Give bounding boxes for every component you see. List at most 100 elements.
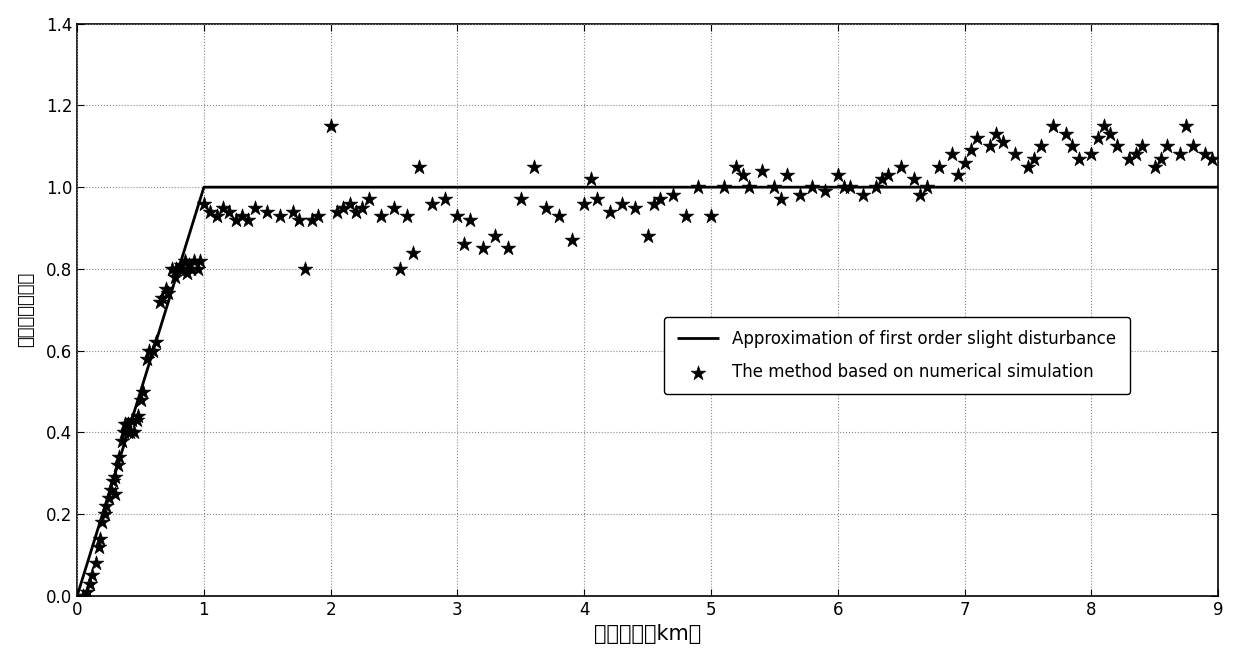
The method based on numerical simulation (397, 210, 417, 221)
The method based on numerical simulation (1145, 161, 1164, 172)
The method based on numerical simulation (289, 215, 309, 225)
The method based on numerical simulation (99, 492, 119, 503)
The method based on numerical simulation (162, 264, 182, 274)
Approximation of first order slight disturbance (69, 592, 84, 600)
The method based on numerical simulation (352, 202, 372, 213)
The method based on numerical simulation (122, 415, 141, 426)
The method based on numerical simulation (1126, 149, 1146, 160)
The method based on numerical simulation (1202, 153, 1221, 164)
The method based on numerical simulation (105, 472, 125, 483)
The method based on numerical simulation (1018, 161, 1038, 172)
The method based on numerical simulation (358, 194, 378, 205)
The method based on numerical simulation (334, 202, 353, 213)
The method based on numerical simulation (124, 427, 144, 438)
The method based on numerical simulation (422, 198, 441, 209)
The method based on numerical simulation (1132, 141, 1152, 151)
The method based on numerical simulation (751, 165, 771, 176)
The method based on numerical simulation (187, 264, 207, 274)
The method based on numerical simulation (955, 157, 975, 168)
The method based on numerical simulation (130, 395, 150, 405)
X-axis label: 光学厚度（km）: 光学厚度（km） (594, 625, 702, 644)
The method based on numerical simulation (184, 255, 203, 266)
The method based on numerical simulation (120, 427, 140, 438)
The method based on numerical simulation (549, 210, 569, 221)
The method based on numerical simulation (892, 161, 911, 172)
The method based on numerical simulation (1157, 141, 1177, 151)
The method based on numerical simulation (82, 570, 102, 581)
The method based on numerical simulation (929, 161, 949, 172)
The method based on numerical simulation (802, 182, 822, 192)
The method based on numerical simulation (102, 485, 122, 495)
The method based on numerical simulation (949, 170, 968, 180)
The method based on numerical simulation (1151, 153, 1171, 164)
The method based on numerical simulation (213, 202, 233, 213)
The method based on numerical simulation (133, 386, 153, 397)
The method based on numerical simulation (967, 133, 987, 143)
The method based on numerical simulation (853, 190, 873, 201)
The method based on numerical simulation (159, 288, 179, 299)
The method based on numerical simulation (91, 533, 110, 544)
The method based on numerical simulation (118, 427, 138, 438)
The method based on numerical simulation (109, 451, 129, 462)
The method based on numerical simulation (1120, 153, 1140, 164)
The method based on numerical simulation (701, 210, 720, 221)
The method based on numerical simulation (108, 460, 128, 471)
The method based on numerical simulation (942, 149, 962, 160)
The method based on numerical simulation (435, 194, 455, 205)
The method based on numerical simulation (118, 419, 138, 430)
The method based on numerical simulation (244, 202, 264, 213)
The method based on numerical simulation (486, 231, 506, 241)
The method based on numerical simulation (663, 190, 683, 201)
The method based on numerical simulation (841, 182, 861, 192)
The method based on numerical simulation (1107, 141, 1127, 151)
The method based on numerical simulation (136, 354, 156, 364)
The method based on numerical simulation (270, 210, 290, 221)
Y-axis label: 归一化闪烁指数: 归一化闪烁指数 (16, 272, 35, 348)
The method based on numerical simulation (93, 517, 113, 527)
The method based on numerical simulation (238, 215, 258, 225)
The method based on numerical simulation (146, 337, 166, 348)
The method based on numerical simulation (574, 198, 594, 209)
The method based on numerical simulation (523, 161, 543, 172)
Line: Approximation of first order slight disturbance: Approximation of first order slight dist… (77, 187, 1218, 596)
The method based on numerical simulation (600, 206, 620, 217)
The method based on numerical simulation (587, 194, 606, 205)
The method based on numerical simulation (77, 586, 97, 597)
The method based on numerical simulation (986, 129, 1006, 139)
The method based on numerical simulation (580, 174, 600, 184)
The method based on numerical simulation (879, 170, 899, 180)
The method based on numerical simulation (916, 182, 936, 192)
The method based on numerical simulation (448, 210, 467, 221)
The method based on numerical simulation (625, 202, 645, 213)
The method based on numerical simulation (637, 231, 657, 241)
The method based on numerical simulation (454, 239, 474, 250)
The method based on numerical simulation (1063, 141, 1083, 151)
The method based on numerical simulation (384, 202, 404, 213)
The method based on numerical simulation (1043, 120, 1063, 131)
The method based on numerical simulation (258, 206, 278, 217)
The method based on numerical simulation (128, 410, 148, 421)
The method based on numerical simulation (613, 198, 632, 209)
The method based on numerical simulation (321, 120, 341, 131)
Approximation of first order slight disturbance (1210, 183, 1225, 191)
The method based on numerical simulation (95, 509, 115, 520)
The method based on numerical simulation (777, 170, 797, 180)
The method based on numerical simulation (79, 578, 99, 589)
The method based on numerical simulation (97, 500, 117, 511)
The method based on numerical simulation (372, 210, 392, 221)
The method based on numerical simulation (409, 161, 429, 172)
The method based on numerical simulation (714, 182, 734, 192)
The method based on numerical simulation (190, 255, 210, 266)
The method based on numerical simulation (153, 292, 172, 303)
The method based on numerical simulation (1094, 120, 1114, 131)
The method based on numerical simulation (511, 194, 531, 205)
The method based on numerical simulation (688, 182, 708, 192)
The method based on numerical simulation (676, 210, 696, 221)
The method based on numerical simulation (112, 436, 131, 446)
The method based on numerical simulation (193, 198, 213, 209)
The method based on numerical simulation (727, 161, 746, 172)
The method based on numerical simulation (232, 210, 252, 221)
The method based on numerical simulation (226, 215, 246, 225)
The method based on numerical simulation (165, 272, 185, 282)
Approximation of first order slight disturbance (196, 183, 211, 191)
